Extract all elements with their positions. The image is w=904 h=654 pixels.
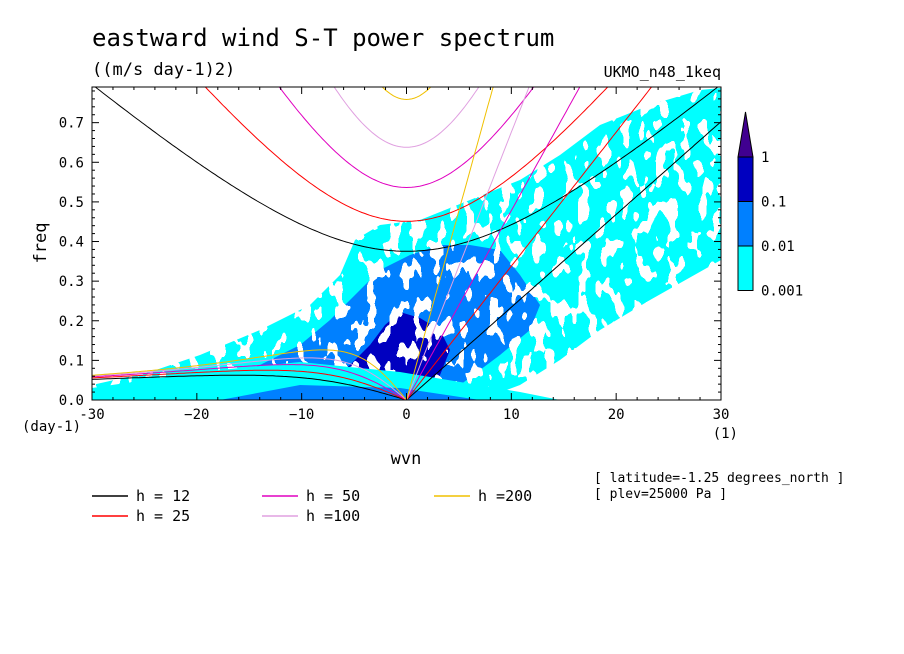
y-tick-label: 0.5: [59, 195, 84, 211]
y-tick-label: 0.0: [59, 393, 84, 409]
legend-label-h12: h = 12: [136, 487, 190, 505]
rossby-curve-h50: [92, 364, 407, 400]
legend: h = 12 h = 25 h = 50 h =100 h =200: [92, 487, 532, 525]
legend-label-h200: h =200: [478, 487, 532, 505]
legend-label-h100: h =100: [306, 507, 360, 525]
rossby-curve-h100: [92, 357, 407, 400]
y-tick-label: 0.4: [59, 235, 84, 251]
gravity-curve-h12: [94, 87, 719, 252]
kelvin-curve-h12: [406, 121, 721, 400]
spectrum-field: [92, 87, 721, 400]
colorbar-label: 0.1: [761, 195, 786, 211]
plev-annotation: [ plev=25000 Pa ]: [594, 487, 727, 502]
kelvin-curve-h50: [406, 87, 581, 400]
x-tick-label: 20: [608, 407, 625, 423]
x-tick-label: 30: [713, 407, 730, 423]
kelvin-curve-h25: [406, 87, 653, 400]
y-tick-label: 0.2: [59, 314, 84, 330]
x-tick-label: -30: [79, 407, 104, 423]
power-contour-0.001: [92, 88, 721, 400]
gravity-curve-h200: [381, 87, 432, 101]
chart-title: eastward wind S-T power spectrum: [92, 24, 554, 52]
kelvin-curve-h200: [406, 87, 494, 400]
kelvin-curve-h100: [406, 87, 530, 400]
rossby-curve-h25: [92, 369, 407, 400]
model-label: UKMO_n48_1keq: [604, 63, 721, 81]
legend-label-h50: h = 50: [306, 487, 360, 505]
chart-subtitle: ((m/s day-1)2): [92, 60, 235, 80]
y-tick-label: 0.7: [59, 116, 84, 132]
colorbar: 1 0.1 0.01 0.001: [737, 111, 803, 300]
colorbar-triangle: [737, 111, 754, 158]
y-unit-label: (day-1): [22, 419, 81, 435]
x-tick-label: 0: [402, 407, 410, 423]
y-tick-label: 0.1: [59, 353, 84, 369]
x-axis: -30 −20 −10 0 10 20 30: [79, 87, 729, 423]
x-tick-label: −20: [184, 407, 209, 423]
y-axis: 0.0 0.1 0.2 0.3 0.4 0.5 0.6 0.7: [59, 90, 721, 409]
colorbar-segment: [737, 245, 754, 291]
gravity-curve-h100: [333, 87, 480, 148]
gravity-curve-h25: [204, 87, 609, 222]
colorbar-segment: [737, 156, 754, 202]
power-contours: [92, 88, 721, 400]
x-unit-label: (1): [713, 426, 738, 442]
power-band-lowfreq-mid: [220, 385, 480, 400]
y-tick-label: 0.6: [59, 155, 84, 171]
rossby-curve-h12: [92, 374, 407, 400]
colorbar-label: 0.001: [761, 284, 803, 300]
dispersion-curves: [92, 87, 721, 400]
legend-label-h25: h = 25: [136, 507, 190, 525]
x-tick-label: −10: [289, 407, 314, 423]
rossby-curve-h200: [92, 349, 407, 400]
x-tick-label: 10: [503, 407, 520, 423]
gravity-curve-h50: [278, 87, 535, 189]
y-axis-label: freq: [31, 223, 51, 264]
colorbar-segment: [737, 201, 754, 247]
colorbar-label: 1: [761, 150, 769, 166]
colorbar-label: 0.01: [761, 239, 795, 255]
latitude-annotation: [ latitude=-1.25 degrees_north ]: [594, 471, 844, 486]
x-axis-label: wvn: [391, 449, 422, 469]
y-tick-label: 0.3: [59, 274, 84, 290]
